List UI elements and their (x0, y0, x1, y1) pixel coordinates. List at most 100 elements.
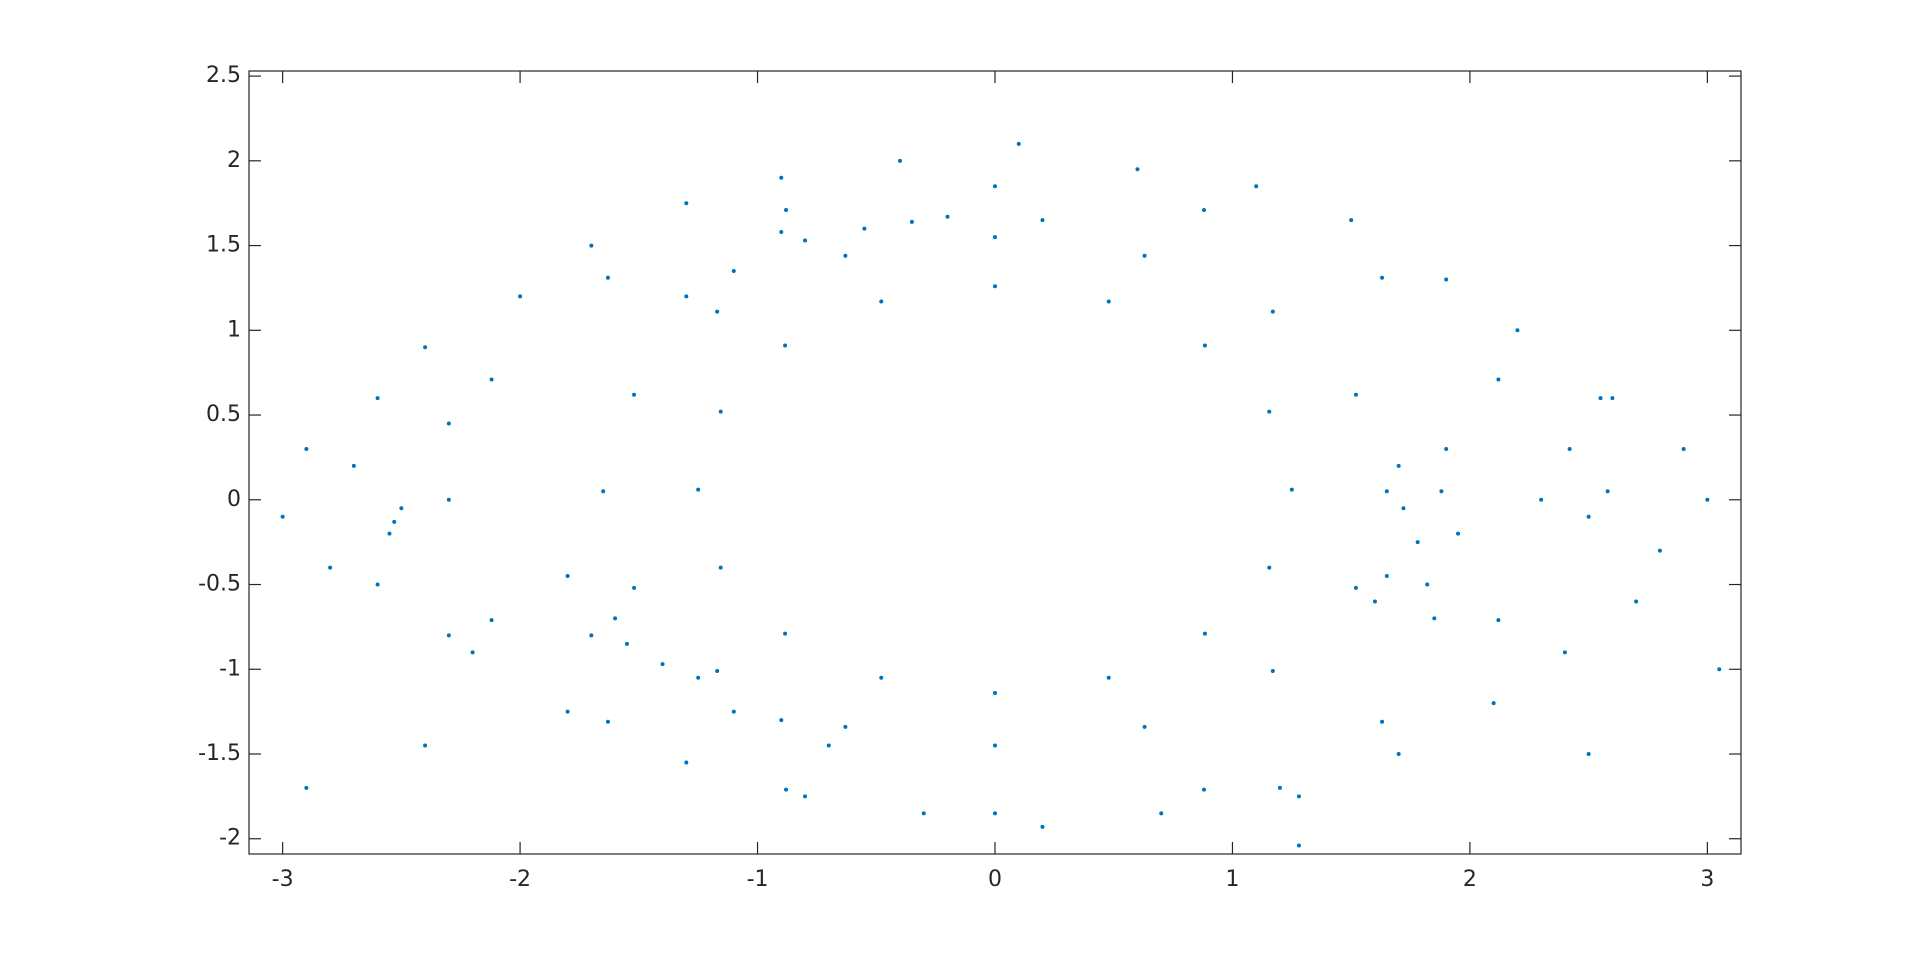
point (1562, 650, 1567, 655)
point (945, 214, 950, 219)
point (1106, 299, 1111, 304)
point (783, 631, 788, 636)
point (1380, 719, 1385, 724)
point (696, 487, 701, 492)
point (601, 489, 606, 494)
y-tick-label: 1.5 (206, 233, 241, 258)
point (605, 275, 610, 280)
point (446, 421, 451, 426)
x-tick-label: 3 (1700, 867, 1714, 892)
point (446, 633, 451, 638)
point (613, 616, 618, 621)
point (1270, 668, 1275, 673)
point (1016, 141, 1021, 146)
point (1634, 599, 1639, 604)
point (351, 463, 356, 468)
point (779, 230, 784, 235)
point (684, 760, 689, 765)
point (304, 446, 309, 451)
point (565, 709, 570, 714)
point (1496, 377, 1501, 382)
point (1415, 540, 1420, 545)
y-tick-label: -1.5 (198, 741, 241, 766)
point (1142, 724, 1147, 729)
y-tick-label: -0.5 (198, 572, 241, 597)
point (696, 675, 701, 680)
point (1277, 785, 1282, 790)
point (470, 650, 475, 655)
point (1432, 616, 1437, 621)
point (632, 585, 637, 590)
point (304, 785, 309, 790)
y-tick-label: -2 (219, 826, 241, 851)
point (784, 207, 789, 212)
point (1106, 675, 1111, 680)
point (684, 201, 689, 206)
y-tick-label: 0 (227, 487, 241, 512)
point (375, 582, 380, 587)
point (660, 662, 665, 667)
point (423, 743, 428, 748)
point (993, 284, 997, 289)
point (589, 243, 594, 248)
point (803, 238, 808, 243)
point (1202, 343, 1207, 348)
point (684, 294, 689, 299)
point (715, 309, 720, 314)
point (1610, 396, 1615, 401)
point (1201, 207, 1206, 212)
point (1353, 585, 1358, 590)
point (1657, 548, 1662, 553)
point (1605, 489, 1610, 494)
point (605, 719, 610, 724)
point (1349, 218, 1354, 223)
point (731, 268, 736, 273)
point (879, 675, 884, 680)
point (624, 641, 629, 646)
point (1201, 787, 1206, 792)
point (375, 396, 380, 401)
point (1439, 489, 1444, 494)
point (328, 565, 333, 570)
point (1135, 167, 1140, 172)
point (1267, 565, 1272, 570)
point (565, 574, 570, 579)
point (1681, 446, 1686, 451)
point (1267, 409, 1272, 414)
point (1353, 392, 1358, 397)
y-tick-label: 2.5 (206, 63, 241, 88)
point (1515, 328, 1520, 333)
point (1202, 631, 1207, 636)
point (589, 633, 594, 638)
point (1539, 497, 1544, 502)
point (993, 235, 997, 240)
point (392, 519, 397, 524)
point (993, 184, 997, 189)
point (1142, 253, 1147, 258)
point (1396, 752, 1401, 757)
point (718, 409, 723, 414)
point (731, 709, 736, 714)
point (803, 794, 808, 799)
point (1491, 701, 1496, 706)
point (446, 497, 451, 502)
point (1717, 667, 1722, 672)
point (1159, 811, 1164, 816)
point (993, 690, 997, 695)
point (1705, 497, 1710, 502)
y-tick-label: 2 (227, 148, 241, 173)
axes-frame (248, 70, 1742, 855)
point (1456, 531, 1461, 536)
point (921, 811, 926, 816)
point (783, 343, 788, 348)
point (1040, 824, 1045, 829)
point (909, 219, 914, 224)
point (1384, 489, 1389, 494)
point (1444, 277, 1449, 282)
point (387, 531, 392, 536)
point (1598, 396, 1603, 401)
point (843, 724, 848, 729)
point (423, 345, 428, 350)
point (1567, 446, 1572, 451)
y-tick-label: 1 (227, 317, 241, 342)
